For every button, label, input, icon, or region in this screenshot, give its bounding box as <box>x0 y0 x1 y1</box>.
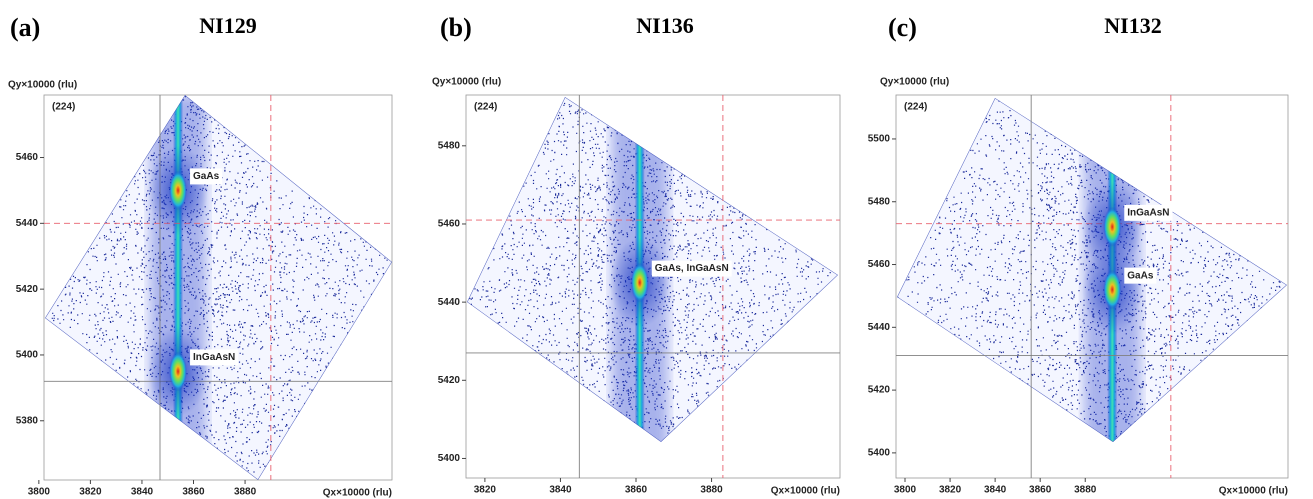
peak-label: GaAs <box>1127 270 1154 281</box>
y-tick-label: 5420 <box>868 385 891 396</box>
panel-letter: (a) <box>10 13 40 42</box>
y-tick-label: 5380 <box>16 415 39 426</box>
peak-label-bg <box>190 349 239 366</box>
reflection-label: (224) <box>52 102 75 113</box>
x-tick-label: 3840 <box>549 485 572 496</box>
panel-title: NI136 <box>636 13 693 38</box>
x-tick-label: 3880 <box>700 485 723 496</box>
y-tick-label: 5460 <box>438 219 461 230</box>
x-tick-label: 3820 <box>79 487 102 498</box>
panel: (b) NI136 Qy×10000 (rlu) GaAs, InGaAsN (224)… <box>432 13 841 497</box>
peak-label: GaAs <box>193 171 220 182</box>
x-tick-label: 3820 <box>474 485 497 496</box>
peak-label-bg <box>651 260 732 277</box>
y-axis-label: Qy×10000 (rlu) <box>8 80 77 91</box>
y-tick-label: 5480 <box>868 196 891 207</box>
x-tick-label: 3820 <box>939 485 962 496</box>
panel-letter: (c) <box>888 13 917 42</box>
peak-label: GaAs, InGaAsN <box>655 263 729 274</box>
plot-frame <box>465 94 841 479</box>
reflection-label: (224) <box>474 102 497 113</box>
panel: (a) NI129 Qy×10000 (rlu) GaAs InGaAsN (224) 38… <box>8 13 393 499</box>
x-tick-label: 3840 <box>131 487 154 498</box>
map <box>45 95 392 480</box>
y-tick-label: 5460 <box>16 152 39 163</box>
peak-label-bg <box>1124 204 1173 221</box>
y-tick-label: 5400 <box>868 448 891 459</box>
peak <box>1103 206 1122 247</box>
panel-title: NI129 <box>199 13 256 38</box>
x-tick-label: 3800 <box>894 485 917 496</box>
y-axis-label: Qy×10000 (rlu) <box>432 77 501 88</box>
peak-label-bg <box>190 168 223 185</box>
peak <box>169 170 188 211</box>
peak-label-bg <box>1124 267 1157 284</box>
y-tick-label: 5500 <box>868 134 891 145</box>
x-axis-label: Qx×10000 (rlu) <box>771 486 840 497</box>
reflection-label: (224) <box>904 102 927 113</box>
y-tick-label: 5400 <box>16 350 39 361</box>
peak-label: InGaAsN <box>193 352 235 363</box>
y-tick-label: 5420 <box>438 375 461 386</box>
panel-title: NI132 <box>1104 13 1161 38</box>
x-tick-label: 3860 <box>1029 485 1052 496</box>
y-tick-label: 5440 <box>16 218 39 229</box>
x-axis-label: Qx×10000 (rlu) <box>323 488 392 499</box>
y-tick-label: 5440 <box>438 297 461 308</box>
peak <box>169 351 188 392</box>
peak-label: InGaAsN <box>1127 207 1169 218</box>
x-tick-label: 3880 <box>1074 485 1097 496</box>
panel: (c) NI132 Qy×10000 (rlu) InGaAsN GaAs (224) 38… <box>868 13 1289 497</box>
y-tick-label: 5460 <box>868 259 891 270</box>
scan-edge <box>897 98 1287 442</box>
x-tick-label: 3860 <box>182 487 205 498</box>
x-tick-label: 3860 <box>625 485 648 496</box>
x-tick-label: 3840 <box>984 485 1007 496</box>
y-tick-label: 5440 <box>868 322 891 333</box>
y-tick-label: 5480 <box>438 140 461 151</box>
peak <box>1103 269 1122 310</box>
peak <box>630 262 649 303</box>
panel-letter: (b) <box>440 13 472 42</box>
plot-frame <box>43 94 393 481</box>
streak <box>173 95 184 480</box>
x-axis-label: Qx×10000 (rlu) <box>1219 486 1288 497</box>
y-tick-label: 5420 <box>16 284 39 295</box>
plot-frame <box>895 94 1289 479</box>
x-tick-label: 3800 <box>28 487 51 498</box>
x-tick-label: 3880 <box>234 487 257 498</box>
y-axis-label: Qy×10000 (rlu) <box>880 77 949 88</box>
y-tick-label: 5400 <box>438 453 461 464</box>
